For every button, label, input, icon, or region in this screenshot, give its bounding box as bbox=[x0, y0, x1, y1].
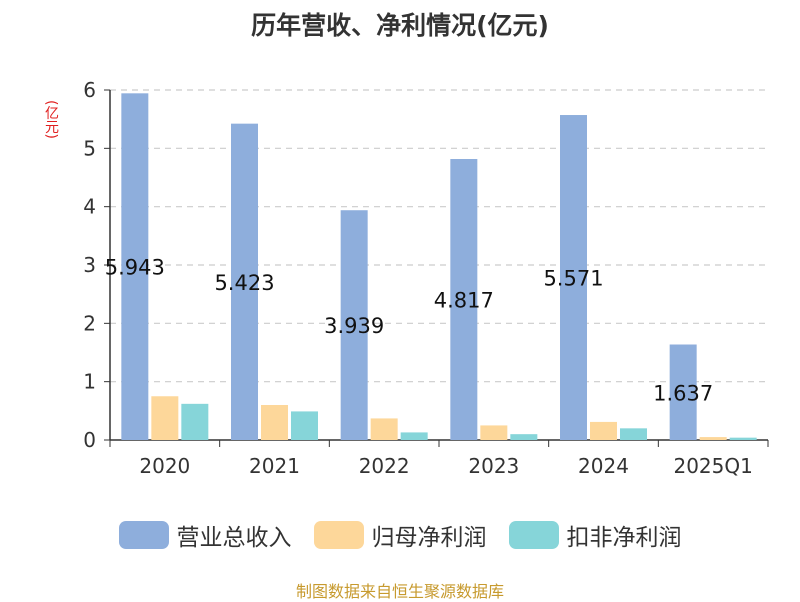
legend: 营业总收入 归母净利润 扣非净利润 bbox=[0, 518, 800, 552]
legend-swatch-revenue bbox=[118, 521, 169, 549]
x-tick-label: 2024 bbox=[578, 454, 629, 478]
bar bbox=[121, 93, 149, 440]
bar bbox=[370, 418, 398, 440]
legend-label-net-profit: 归母净利润 bbox=[371, 525, 487, 551]
bar bbox=[450, 159, 478, 440]
data-label: 3.939 bbox=[324, 314, 384, 338]
x-tick-label: 2025Q1 bbox=[673, 454, 752, 478]
legend-label-revenue: 营业总收入 bbox=[176, 525, 292, 551]
y-tick-label: 2 bbox=[83, 311, 96, 335]
legend-swatch-net-profit bbox=[313, 521, 364, 549]
legend-swatch-deducted-profit bbox=[508, 521, 559, 549]
bar bbox=[729, 437, 757, 440]
bar bbox=[480, 425, 508, 440]
bar bbox=[261, 405, 288, 440]
data-label: 5.571 bbox=[543, 267, 603, 291]
y-tick-label: 0 bbox=[83, 428, 96, 452]
y-tick-label: 5 bbox=[83, 136, 96, 160]
x-tick-label: 2020 bbox=[139, 454, 190, 478]
bar bbox=[151, 396, 179, 440]
bar bbox=[400, 432, 428, 440]
y-tick-label: 6 bbox=[83, 78, 96, 102]
y-axis-unit-label: (亿元) bbox=[43, 99, 59, 139]
bar bbox=[510, 434, 538, 440]
x-tick-label: 2022 bbox=[359, 454, 410, 478]
legend-label-deducted-profit: 扣非净利润 bbox=[566, 525, 682, 551]
legend-item-deducted-profit[interactable]: 扣非净利润 bbox=[508, 518, 682, 552]
x-tick-label: 2023 bbox=[468, 454, 519, 478]
bar bbox=[620, 428, 647, 440]
chart-title: 历年营收、净利情况(亿元) bbox=[251, 11, 549, 40]
bar bbox=[340, 210, 368, 440]
bar bbox=[590, 421, 617, 440]
data-label: 1.637 bbox=[653, 381, 713, 405]
bar bbox=[560, 115, 587, 441]
x-tick-label: 2021 bbox=[249, 454, 300, 478]
y-tick-label: 1 bbox=[83, 370, 96, 394]
data-label: 5.423 bbox=[214, 271, 274, 295]
data-label: 4.817 bbox=[434, 289, 494, 313]
legend-item-net-profit[interactable]: 归母净利润 bbox=[313, 518, 487, 552]
data-source-note: 制图数据来自恒生聚源数据库 bbox=[295, 582, 504, 601]
bar bbox=[699, 437, 727, 440]
bar bbox=[291, 411, 318, 440]
y-tick-label: 3 bbox=[83, 253, 96, 277]
bar bbox=[231, 123, 258, 441]
legend-item-revenue[interactable]: 营业总收入 bbox=[118, 518, 292, 552]
bar bbox=[181, 403, 209, 440]
y-tick-label: 4 bbox=[83, 195, 96, 219]
bar bbox=[669, 344, 697, 440]
data-label: 5.943 bbox=[105, 256, 165, 280]
